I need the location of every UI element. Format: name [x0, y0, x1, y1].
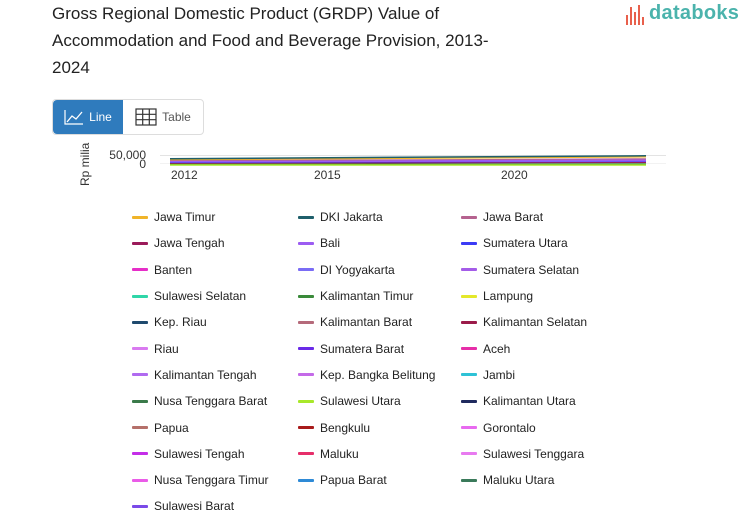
- legend-swatch-icon: [461, 373, 477, 377]
- legend-item[interactable]: Nusa Tenggara Barat: [132, 388, 298, 414]
- legend-swatch-icon: [298, 373, 314, 377]
- legend-item[interactable]: Sumatera Utara: [461, 230, 631, 256]
- legend-item[interactable]: Maluku Utara: [461, 467, 631, 493]
- legend-swatch-icon: [132, 478, 148, 482]
- logo-bars-icon: [626, 3, 646, 25]
- x-tick-2015: 2015: [314, 168, 341, 182]
- legend-item[interactable]: Sumatera Selatan: [461, 257, 631, 283]
- legend-item[interactable]: Gorontalo: [461, 414, 631, 440]
- legend-item[interactable]: Jawa Timur: [132, 204, 298, 230]
- legend-item[interactable]: DI Yogyakarta: [298, 257, 461, 283]
- legend-item[interactable]: Papua: [132, 414, 298, 440]
- legend-swatch-icon: [132, 320, 148, 324]
- legend-swatch-icon: [298, 268, 314, 272]
- legend-swatch-icon: [461, 320, 477, 324]
- legend-item[interactable]: Jawa Tengah: [132, 230, 298, 256]
- y-tick-50000: 50,000: [109, 148, 146, 162]
- legend-swatch-icon: [298, 215, 314, 219]
- legend-item[interactable]: Sulawesi Barat: [132, 493, 298, 519]
- legend-swatch-icon: [132, 373, 148, 377]
- legend-item[interactable]: Kalimantan Selatan: [461, 309, 631, 335]
- legend-item[interactable]: Jawa Barat: [461, 204, 631, 230]
- legend-swatch-icon: [298, 241, 314, 245]
- legend-item[interactable]: Kep. Riau: [132, 309, 298, 335]
- legend-item[interactable]: Sulawesi Utara: [298, 388, 461, 414]
- legend-item[interactable]: Maluku: [298, 441, 461, 467]
- legend-item[interactable]: Aceh: [461, 335, 631, 361]
- legend-item[interactable]: Sulawesi Tengah: [132, 441, 298, 467]
- legend-swatch-icon: [461, 268, 477, 272]
- chart-title: Gross Regional Domestic Product (GRDP) V…: [52, 4, 489, 77]
- gridline-50000: [160, 155, 666, 156]
- legend-swatch-icon: [132, 241, 148, 245]
- legend-swatch-icon: [132, 215, 148, 219]
- x-tick-2012: 2012: [171, 168, 198, 182]
- legend-item[interactable]: Sumatera Barat: [298, 335, 461, 361]
- legend-item[interactable]: Kalimantan Timur: [298, 283, 461, 309]
- legend-item[interactable]: Kalimantan Utara: [461, 388, 631, 414]
- legend-item[interactable]: Riau: [132, 335, 298, 361]
- legend-swatch-icon: [132, 294, 148, 298]
- legend-item[interactable]: Kep. Bangka Belitung: [298, 362, 461, 388]
- legend-item[interactable]: Kalimantan Barat: [298, 309, 461, 335]
- legend-item[interactable]: Lampung: [461, 283, 631, 309]
- line-view-label: Line: [89, 110, 112, 124]
- legend-swatch-icon: [461, 478, 477, 482]
- legend-item[interactable]: Sulawesi Tenggara: [461, 441, 631, 467]
- legend-item[interactable]: Kalimantan Tengah: [132, 362, 298, 388]
- y-tick-0: 0: [139, 157, 146, 171]
- legend-swatch-icon: [132, 504, 148, 508]
- legend-item[interactable]: Banten: [132, 257, 298, 283]
- line-chart-icon: [64, 110, 84, 125]
- legend-swatch-icon: [298, 347, 314, 351]
- x-tick-2020: 2020: [501, 168, 528, 182]
- legend-item[interactable]: Bengkulu: [298, 414, 461, 440]
- legend-item[interactable]: Jambi: [461, 362, 631, 388]
- table-view-label: Table: [162, 110, 191, 124]
- legend-swatch-icon: [132, 268, 148, 272]
- legend-item[interactable]: Nusa Tenggara Timur: [132, 467, 298, 493]
- logo-text: databoks: [649, 2, 740, 24]
- legend-swatch-icon: [461, 215, 477, 219]
- y-axis-label: Rp milia: [78, 142, 92, 186]
- legend-swatch-icon: [298, 452, 314, 456]
- legend-swatch-icon: [298, 399, 314, 403]
- legend-swatch-icon: [461, 452, 477, 456]
- table-view-button[interactable]: Table: [123, 100, 203, 134]
- legend-swatch-icon: [461, 426, 477, 430]
- chart-legend: Jawa Timur DKI Jakarta Jawa Barat Jawa T…: [132, 204, 632, 520]
- table-grid-icon: [135, 108, 157, 126]
- legend-swatch-icon: [298, 320, 314, 324]
- legend-item[interactable]: DKI Jakarta: [298, 204, 461, 230]
- legend-item[interactable]: Bali: [298, 230, 461, 256]
- legend-swatch-icon: [298, 478, 314, 482]
- legend-swatch-icon: [132, 399, 148, 403]
- line-plot-area[interactable]: [170, 154, 650, 166]
- line-view-button[interactable]: Line: [53, 100, 123, 134]
- legend-swatch-icon: [298, 294, 314, 298]
- legend-swatch-icon: [461, 294, 477, 298]
- legend-item[interactable]: Papua Barat: [298, 467, 461, 493]
- legend-swatch-icon: [132, 426, 148, 430]
- legend-swatch-icon: [298, 426, 314, 430]
- legend-swatch-icon: [132, 347, 148, 351]
- legend-swatch-icon: [132, 452, 148, 456]
- databoks-logo[interactable]: databoks: [626, 2, 739, 25]
- legend-swatch-icon: [461, 347, 477, 351]
- legend-swatch-icon: [461, 241, 477, 245]
- legend-item[interactable]: Sulawesi Selatan: [132, 283, 298, 309]
- view-toggle: Line Table: [52, 99, 204, 135]
- legend-swatch-icon: [461, 399, 477, 403]
